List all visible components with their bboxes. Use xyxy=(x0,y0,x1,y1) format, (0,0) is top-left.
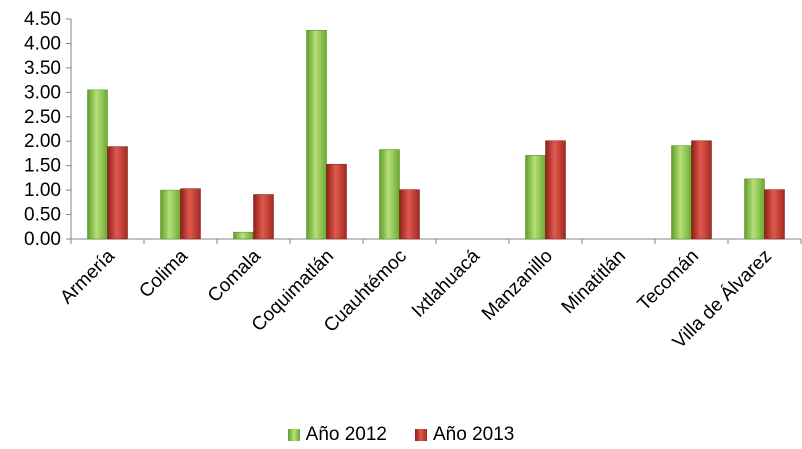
x-category-label: Comala xyxy=(204,245,265,306)
bar-2012 xyxy=(87,89,108,240)
category-labels: Armería Colima ComalaCoquimatlánCuauhtémoc… xyxy=(56,245,776,353)
bar-2013 xyxy=(764,189,785,240)
y-tick-label: 0.50 xyxy=(24,205,61,226)
bar-2013 xyxy=(107,146,128,240)
x-category-label: Colima xyxy=(135,245,192,302)
bar-2012 xyxy=(306,29,327,240)
y-tick-label: 4.00 xyxy=(24,33,61,54)
x-category-label: Manzanillo xyxy=(478,246,557,325)
bar-2013 xyxy=(253,194,274,240)
y-tick-label: 2.50 xyxy=(24,107,61,128)
bar-2013 xyxy=(399,189,420,240)
legend-item-2012: Año 2012 xyxy=(287,424,387,446)
bar-2012 xyxy=(233,231,254,240)
bar-chart: 0.00 0.50 1.00 1.50 2.00 2.50 3.00 3.50 4.00 4.50… xyxy=(24,9,802,353)
bar-2013 xyxy=(180,188,201,240)
y-tick-label: 2.00 xyxy=(24,131,61,152)
x-category-label: Minatitlán xyxy=(558,246,630,318)
bar-2012 xyxy=(160,189,181,240)
y-axis: 0.00 0.50 1.00 1.50 2.00 2.50 3.00 3.50 4.00 4.50 xyxy=(24,9,72,250)
y-tick-label: 3.50 xyxy=(24,58,61,79)
y-tick-label: 4.50 xyxy=(24,9,61,30)
bar-2013 xyxy=(326,163,347,240)
x-category-label: Tecomán xyxy=(634,246,703,315)
legend-swatch-2012 xyxy=(287,429,300,441)
legend: Año 2012 Año 2013 xyxy=(0,424,802,446)
bar-2013 xyxy=(545,140,566,240)
bar-2012 xyxy=(379,149,400,240)
y-tick-label: 1.00 xyxy=(24,180,61,201)
y-tick-label: 1.50 xyxy=(24,156,61,177)
y-tick-label: 3.00 xyxy=(24,82,61,103)
bar-2012 xyxy=(744,178,765,240)
legend-label-2013: Año 2013 xyxy=(433,424,515,445)
bars xyxy=(87,29,785,240)
x-category-label: Armería xyxy=(56,245,119,308)
legend-item-2013: Año 2013 xyxy=(415,424,514,446)
bar-2012 xyxy=(671,145,692,240)
x-axis xyxy=(70,238,802,244)
y-tick-label: 0.00 xyxy=(24,229,61,250)
legend-swatch-2013 xyxy=(415,429,427,441)
legend-label-2012: Año 2012 xyxy=(305,424,387,445)
bar-2013 xyxy=(691,140,712,240)
x-category-label: Ixtlahuacá xyxy=(408,245,484,321)
bar-2012 xyxy=(525,155,546,240)
